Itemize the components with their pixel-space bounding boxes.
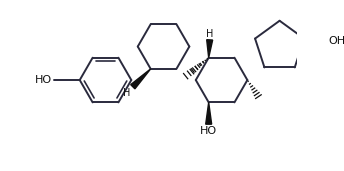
Text: HO: HO [35,75,52,85]
Polygon shape [131,69,151,89]
Text: H: H [206,29,213,39]
Text: HO: HO [200,126,217,136]
Polygon shape [207,40,213,58]
Text: OH: OH [328,36,344,45]
Polygon shape [206,102,212,124]
Text: H: H [123,88,131,98]
